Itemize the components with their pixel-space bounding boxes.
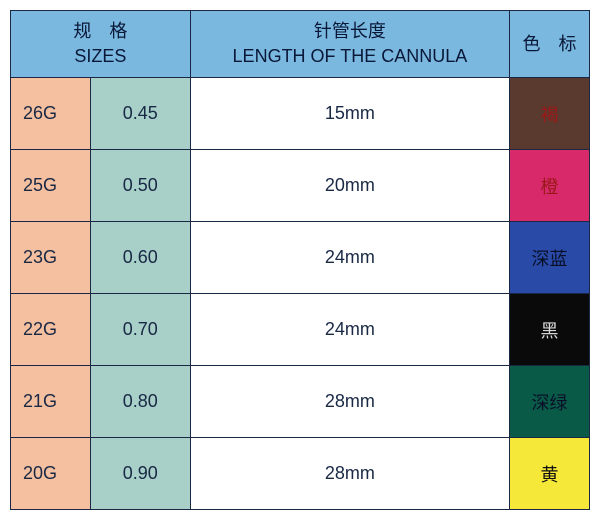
table-row: 21G0.8028mm深绿 (11, 366, 590, 438)
header-color: 色 标 (510, 11, 590, 78)
cell-color-swatch: 黑 (510, 294, 590, 366)
cell-length: 24mm (190, 294, 509, 366)
header-sizes-en: SIZES (15, 44, 186, 69)
cell-gauge: 26G (11, 78, 91, 150)
table-header-row: 规 格 SIZES 针管长度 LENGTH OF THE CANNULA 色 标 (11, 11, 590, 78)
header-length-cn: 针管长度 (195, 19, 505, 44)
cell-diameter: 0.90 (90, 438, 190, 510)
cell-gauge: 21G (11, 366, 91, 438)
header-color-cn: 色 标 (514, 32, 585, 57)
cell-gauge: 20G (11, 438, 91, 510)
cell-length: 28mm (190, 438, 509, 510)
cell-gauge: 23G (11, 222, 91, 294)
table-row: 20G0.9028mm黄 (11, 438, 590, 510)
header-length: 针管长度 LENGTH OF THE CANNULA (190, 11, 509, 78)
cell-gauge: 22G (11, 294, 91, 366)
header-length-en: LENGTH OF THE CANNULA (195, 44, 505, 69)
cell-color-swatch: 深蓝 (510, 222, 590, 294)
cell-diameter: 0.45 (90, 78, 190, 150)
cell-diameter: 0.60 (90, 222, 190, 294)
cell-diameter: 0.80 (90, 366, 190, 438)
cell-color-swatch: 深绿 (510, 366, 590, 438)
table-body: 26G0.4515mm褐25G0.5020mm橙23G0.6024mm深蓝22G… (11, 78, 590, 510)
cell-length: 20mm (190, 150, 509, 222)
cell-diameter: 0.70 (90, 294, 190, 366)
cell-length: 24mm (190, 222, 509, 294)
cell-color-swatch: 橙 (510, 150, 590, 222)
table-row: 23G0.6024mm深蓝 (11, 222, 590, 294)
table-row: 25G0.5020mm橙 (11, 150, 590, 222)
cell-length: 28mm (190, 366, 509, 438)
cannula-spec-table: 规 格 SIZES 针管长度 LENGTH OF THE CANNULA 色 标… (10, 10, 590, 510)
cell-diameter: 0.50 (90, 150, 190, 222)
header-sizes-cn: 规 格 (15, 19, 186, 44)
cell-color-swatch: 黄 (510, 438, 590, 510)
cell-gauge: 25G (11, 150, 91, 222)
table-row: 22G0.7024mm黑 (11, 294, 590, 366)
header-sizes: 规 格 SIZES (11, 11, 191, 78)
cell-length: 15mm (190, 78, 509, 150)
table-row: 26G0.4515mm褐 (11, 78, 590, 150)
cell-color-swatch: 褐 (510, 78, 590, 150)
cannula-spec-table-container: 规 格 SIZES 针管长度 LENGTH OF THE CANNULA 色 标… (10, 10, 590, 510)
